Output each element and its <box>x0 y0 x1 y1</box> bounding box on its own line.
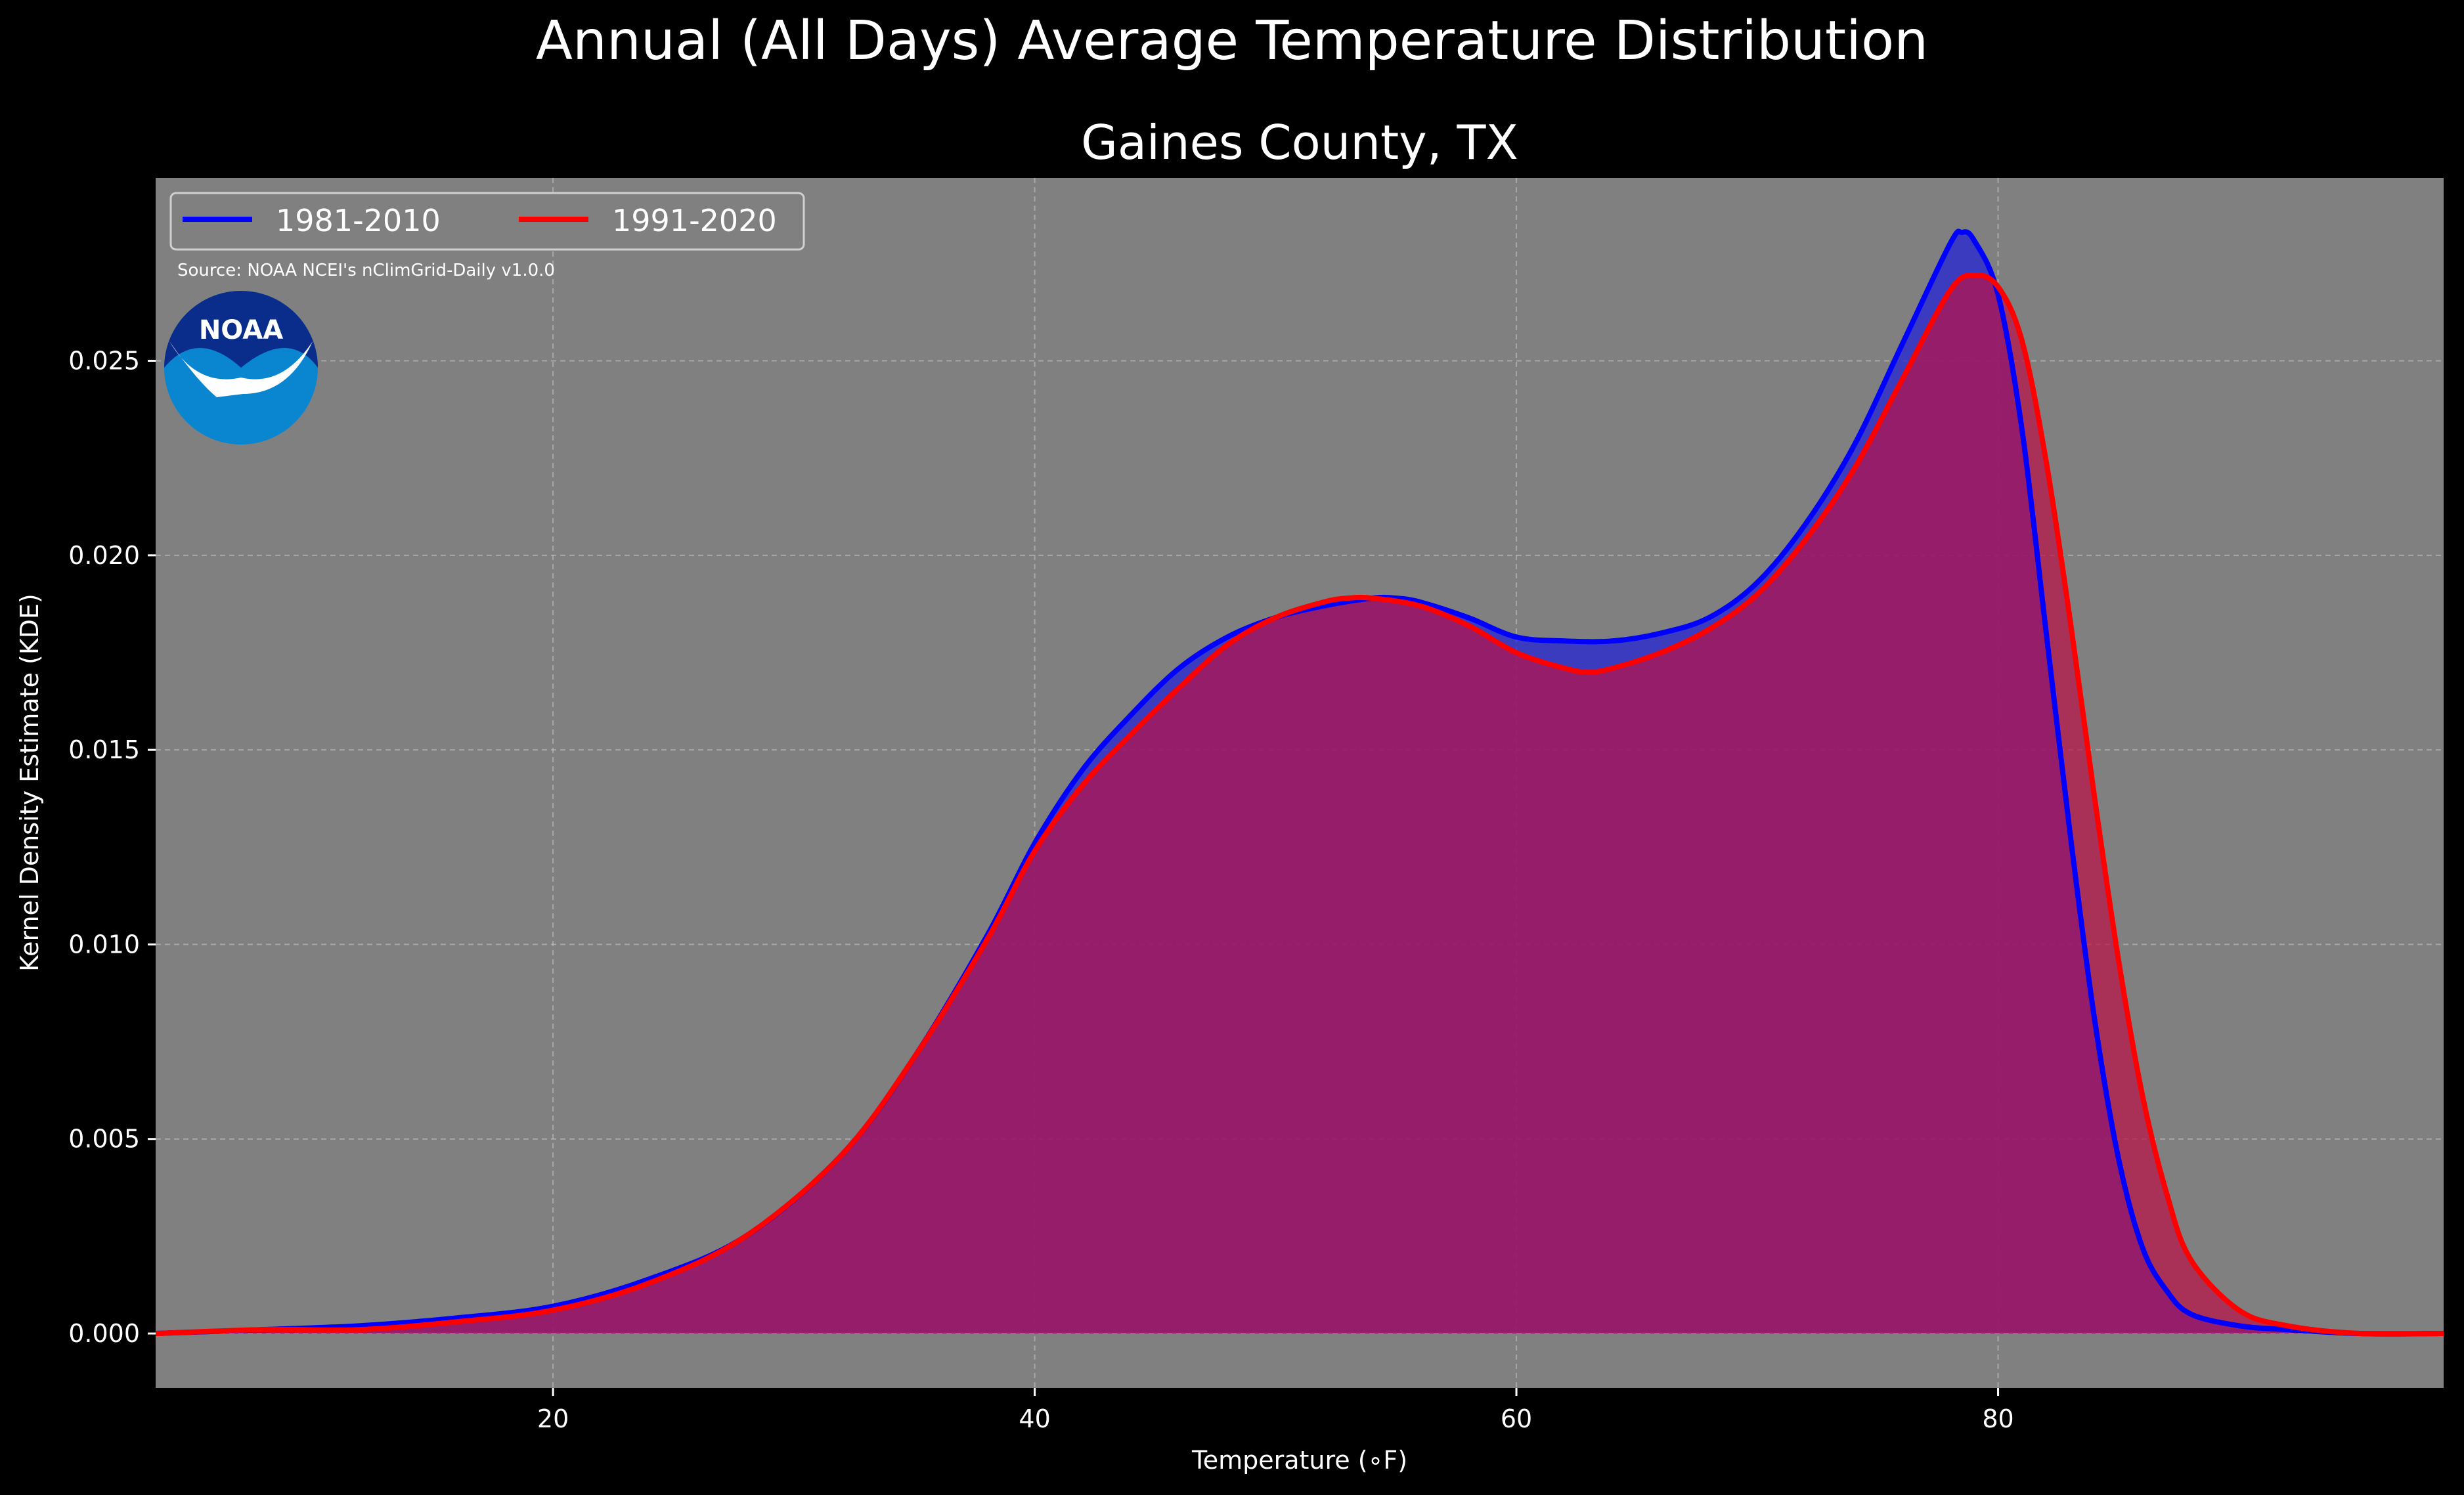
x-tick-label: 80 <box>1982 1404 2013 1433</box>
y-tick-label: 0.010 <box>68 930 140 959</box>
series-areas <box>156 231 2444 1334</box>
y-tick-label: 0.000 <box>68 1319 140 1348</box>
source-note: Source: NOAA NCEI's nClimGrid-Daily v1.0… <box>177 261 555 280</box>
y-tick-label: 0.020 <box>68 541 140 570</box>
chart-subtitle: Gaines County, TX <box>1081 115 1518 170</box>
y-tick-label: 0.025 <box>68 347 140 376</box>
legend-label-1991-2020: 1991-2020 <box>612 203 777 238</box>
series-line-1991-2020 <box>155 272 2444 1337</box>
legend-label-1981-2010: 1981-2010 <box>276 203 441 238</box>
noaa-logo: NOAA <box>164 291 318 444</box>
series-lines <box>155 228 2444 1337</box>
logo-text: NOAA <box>199 315 283 345</box>
legend: 1981-2010 1991-2020 <box>169 192 805 251</box>
logo-upper <box>164 291 318 368</box>
legend-box <box>169 192 805 251</box>
y-tick-label: 0.015 <box>68 735 140 764</box>
axis-ticks: 20 40 60 80 0.000 0.005 0.010 0.015 0.020 0.025 <box>68 347 2014 1433</box>
x-axis-label: Temperature (∘F) <box>1191 1446 1407 1475</box>
y-axis-label: Kernel Density Estimate (KDE) <box>15 594 44 972</box>
chart-title: Annual (All Days) Average Temperature Di… <box>536 10 1928 72</box>
logo-wave <box>169 341 313 397</box>
x-tick-label: 20 <box>537 1404 569 1433</box>
series-area-1991-2020 <box>156 274 2444 1334</box>
x-tick-label: 60 <box>1501 1404 1532 1433</box>
x-tick-label: 40 <box>1019 1404 1050 1433</box>
y-tick-label: 0.005 <box>68 1125 140 1154</box>
